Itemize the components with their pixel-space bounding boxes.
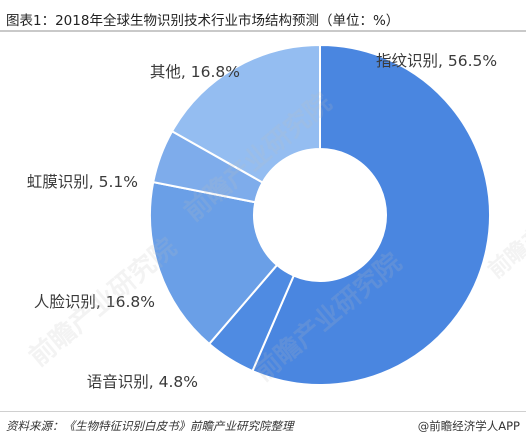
source-note: 资料来源：《生物特征识别白皮书》前瞻产业研究院整理 [6, 419, 294, 433]
slice-label-2: 语音识别, 4.8% [87, 373, 198, 391]
slices-layer [149, 43, 491, 386]
slice-label-1: 指纹识别, 56.5% [376, 52, 497, 70]
chart-title: 图表1：2018年全球生物识别技术行业市场结构预测（单位：%） [6, 13, 400, 29]
slice-label-3: 人脸识别, 16.8% [34, 293, 155, 311]
title-divider [0, 30, 526, 32]
footer-divider [0, 411, 526, 412]
labels-layer: 指纹识别, 56.5% 语音识别, 4.8% 人脸识别, 16.8% 虹膜识别, 5.… [27, 52, 497, 391]
slice-5 [170, 43, 321, 184]
credit-note: @前瞻经济学人APP [417, 419, 520, 433]
slice-label-4: 虹膜识别, 5.1% [27, 173, 138, 191]
slice-1 [251, 43, 491, 386]
slice-3 [149, 180, 279, 346]
slice-label-5: 其他, 16.8% [150, 63, 240, 81]
